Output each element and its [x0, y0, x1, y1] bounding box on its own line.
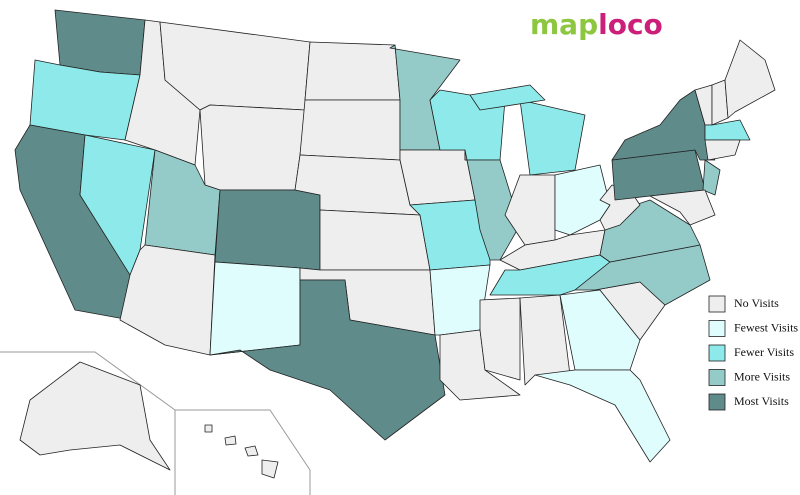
state — [224, 435, 237, 446]
legend-swatch — [708, 344, 726, 362]
state — [304, 41, 401, 101]
state — [479, 297, 521, 381]
state — [469, 84, 546, 111]
legend-label: No Visits — [734, 296, 779, 310]
state — [54, 9, 146, 76]
state — [702, 159, 721, 196]
inset-border — [175, 409, 311, 495]
state — [519, 99, 586, 176]
logo-loco: loco — [598, 8, 663, 41]
state — [204, 424, 213, 433]
state — [559, 289, 641, 371]
inset-border — [0, 351, 176, 495]
legend-label: More Visits — [734, 369, 790, 383]
state — [299, 99, 401, 161]
state — [724, 39, 776, 119]
state — [19, 361, 171, 471]
state — [534, 369, 671, 463]
state — [649, 189, 716, 226]
logo-map: map — [530, 8, 598, 41]
state — [704, 139, 741, 161]
state — [214, 189, 321, 271]
legend: No Visits Fewest Visits Fewer Visits More V… — [708, 295, 798, 411]
legend-swatch — [708, 369, 726, 386]
state — [261, 459, 279, 479]
state — [319, 209, 431, 271]
legend-label: Fewest Visits — [734, 320, 798, 334]
state — [199, 104, 306, 191]
states — [0, 9, 776, 495]
state — [244, 445, 259, 457]
legend-swatch — [708, 295, 726, 313]
state — [704, 119, 751, 141]
state — [209, 261, 301, 356]
state — [464, 149, 521, 261]
state — [399, 149, 476, 206]
legend-label: Fewer Visits — [734, 345, 794, 359]
legend-swatch — [708, 393, 726, 411]
legend-swatch — [708, 320, 726, 337]
logo: maploco — [530, 8, 663, 41]
state — [209, 279, 446, 441]
legend-label: Most Visits — [734, 394, 789, 408]
